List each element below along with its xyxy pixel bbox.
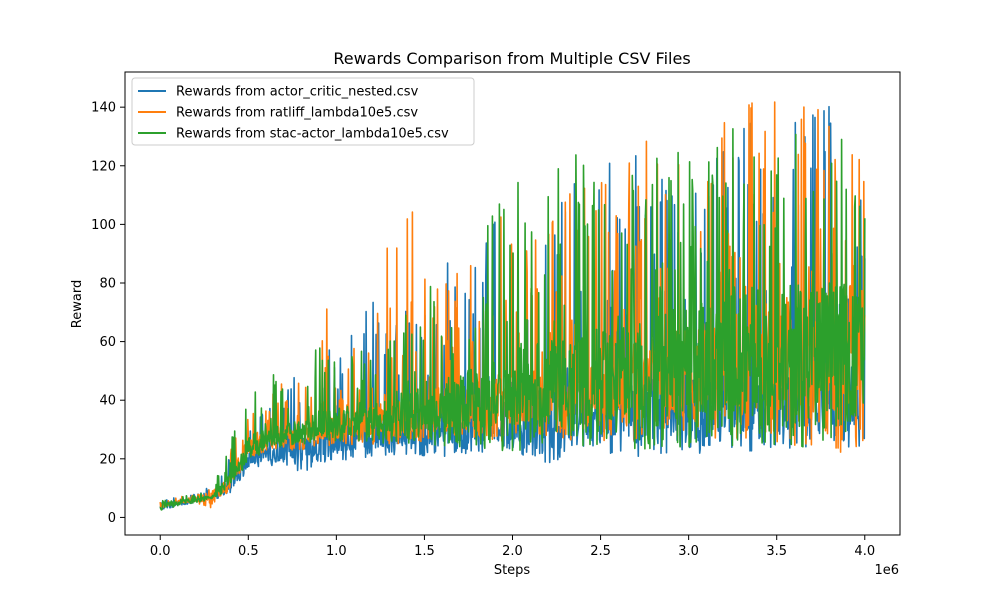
y-tick-label: 120	[91, 159, 116, 174]
x-tick-label: 2.0	[502, 544, 523, 559]
x-tick-label: 4.0	[854, 544, 875, 559]
y-tick-label: 0	[108, 511, 116, 526]
legend: Rewards from actor_critic_nested.csv Rewa…	[131, 77, 475, 146]
x-axis-offset-label: 1e6	[874, 563, 899, 578]
y-tick-label: 100	[91, 218, 116, 233]
x-tick-label: 1.0	[326, 544, 347, 559]
x-tick-label: 3.0	[678, 544, 699, 559]
x-axis: 0.0 0.5 1.0 1.5 2.0 2.5 3.0 3.5 4.0	[150, 535, 875, 559]
x-tick-label: 1.5	[414, 544, 435, 559]
series-line	[159, 128, 866, 511]
x-axis-label: Steps	[494, 563, 531, 578]
x-tick-label: 2.5	[590, 544, 611, 559]
y-tick-label: 20	[99, 452, 116, 467]
x-tick-label: 0.0	[150, 544, 171, 559]
legend-label: Rewards from actor_critic_nested.csv	[176, 85, 419, 100]
y-tick-label: 140	[91, 101, 116, 116]
legend-label: Rewards from stac-actor_lambda10e5.csv	[176, 127, 449, 142]
legend-box	[131, 77, 475, 146]
y-axis: 0 20 40 60 80 100 120 140	[91, 101, 125, 526]
chart-title: Rewards Comparison from Multiple CSV Fil…	[333, 49, 690, 68]
legend-label: Rewards from ratliff_lambda10e5.csv	[176, 106, 418, 121]
plot-area	[159, 101, 866, 511]
x-tick-label: 3.5	[766, 544, 787, 559]
y-tick-label: 60	[99, 335, 116, 350]
y-tick-label: 80	[99, 276, 116, 291]
y-tick-label: 40	[99, 394, 116, 409]
y-axis-label: Reward	[70, 280, 85, 328]
x-tick-label: 0.5	[238, 544, 259, 559]
